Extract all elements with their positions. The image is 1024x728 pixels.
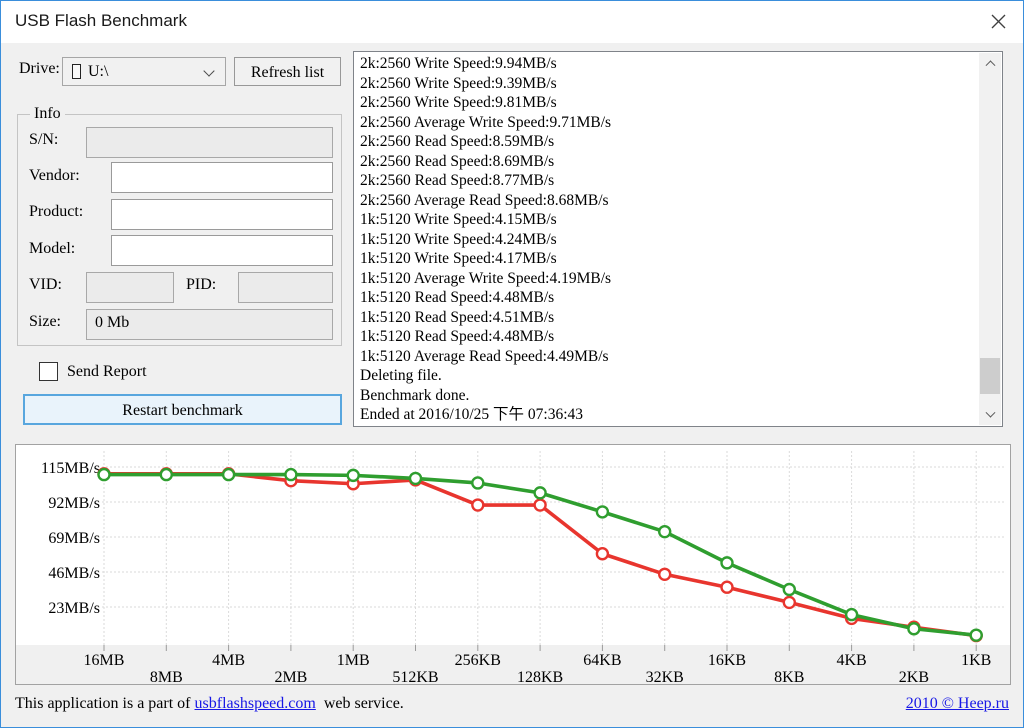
sn-field	[86, 127, 333, 158]
product-label: Product:	[29, 203, 84, 220]
drive-value: U:\	[88, 62, 109, 80]
drive-select[interactable]: U:\	[62, 57, 226, 86]
vendor-field[interactable]	[111, 162, 333, 193]
footer-suffix: web service.	[323, 695, 404, 712]
svg-text:16MB: 16MB	[84, 652, 125, 669]
scroll-down-button[interactable]	[979, 406, 1001, 425]
size-label: Size:	[29, 313, 61, 330]
benchmark-chart-svg: 115MB/s 92MB/s 69MB/s 46MB/s 23MB/s 16MB 8MB 4M…	[16, 451, 1010, 684]
chevron-down-icon	[985, 407, 995, 418]
svg-text:92MB/s: 92MB/s	[48, 495, 100, 512]
svg-text:4MB: 4MB	[212, 652, 245, 669]
svg-text:128KB: 128KB	[517, 669, 563, 684]
svg-text:8KB: 8KB	[774, 669, 804, 684]
copyright-link[interactable]: 2010 © Heep.ru	[905, 695, 1009, 712]
restart-benchmark-button[interactable]: Restart benchmark	[23, 394, 342, 425]
scroll-up-button[interactable]	[979, 53, 1001, 72]
window-title: USB Flash Benchmark	[15, 11, 187, 30]
title-bar: USB Flash Benchmark	[1, 1, 1023, 43]
footer: This application is a part of usbflashsp…	[1, 691, 1023, 727]
svg-text:32KB: 32KB	[646, 669, 684, 684]
send-report-checkbox[interactable]	[39, 362, 58, 381]
chevron-down-icon	[203, 65, 215, 77]
svg-text:115MB/s: 115MB/s	[41, 460, 100, 477]
send-report-label: Send Report	[67, 363, 147, 380]
svg-text:46MB/s: 46MB/s	[48, 565, 100, 582]
size-field: 0 Mb	[86, 309, 333, 340]
close-button[interactable]	[975, 1, 1021, 41]
log-scrollbar[interactable]	[979, 53, 1001, 425]
scrollbar-thumb[interactable]	[980, 358, 1000, 394]
svg-text:512KB: 512KB	[392, 669, 438, 684]
svg-text:2MB: 2MB	[274, 669, 307, 684]
benchmark-chart-panel: 115MB/s 92MB/s 69MB/s 46MB/s 23MB/s 16MB 8MB 4M…	[15, 444, 1011, 685]
svg-text:256KB: 256KB	[455, 652, 501, 669]
model-label: Model:	[29, 240, 76, 257]
drive-label: Drive:	[19, 60, 60, 77]
svg-text:64KB: 64KB	[583, 652, 621, 669]
info-groupbox: Info	[17, 105, 342, 346]
svg-text:69MB/s: 69MB/s	[48, 530, 100, 547]
model-field[interactable]	[111, 235, 333, 266]
pid-field	[238, 272, 333, 303]
footer-credit: This application is a part of usbflashsp…	[15, 695, 404, 713]
close-icon	[991, 14, 1005, 28]
usbflashspeed-link[interactable]: usbflashspeed.com	[194, 695, 316, 712]
pid-label: PID:	[186, 276, 217, 293]
svg-text:16KB: 16KB	[708, 652, 746, 669]
svg-text:2KB: 2KB	[899, 669, 929, 684]
log-text: 2k:2560 Write Speed:9.94MB/s 2k:2560 Wri…	[360, 55, 612, 423]
svg-text:23MB/s: 23MB/s	[48, 600, 100, 617]
vid-field	[86, 272, 174, 303]
main-content: Drive: U:\ Refresh list Info S/N: Vendor…	[1, 43, 1023, 727]
log-panel: 2k:2560 Write Speed:9.94MB/s 2k:2560 Wri…	[353, 51, 1003, 427]
svg-text:8MB: 8MB	[150, 669, 183, 684]
footer-prefix: This application is a part of	[15, 695, 191, 712]
refresh-list-button[interactable]: Refresh list	[234, 57, 341, 86]
sn-label: S/N:	[29, 131, 59, 148]
svg-text:1KB: 1KB	[961, 652, 991, 669]
vendor-label: Vendor:	[29, 167, 80, 184]
chevron-up-icon	[985, 60, 995, 71]
svg-text:4KB: 4KB	[836, 652, 866, 669]
info-legend: Info	[30, 105, 65, 123]
vid-label: VID:	[29, 276, 62, 293]
svg-text:1MB: 1MB	[337, 652, 370, 669]
product-field[interactable]	[111, 199, 333, 230]
drive-icon	[72, 64, 81, 79]
